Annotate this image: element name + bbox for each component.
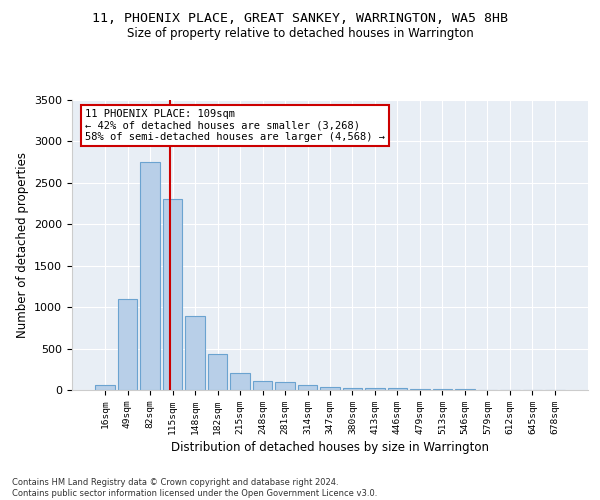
X-axis label: Distribution of detached houses by size in Warrington: Distribution of detached houses by size … [171, 441, 489, 454]
Bar [320, 387, 340, 390]
Bar [433, 389, 452, 390]
Bar [185, 316, 205, 390]
Bar [365, 388, 385, 390]
Bar [163, 200, 182, 390]
Bar [95, 386, 115, 390]
Bar [298, 385, 317, 390]
Bar [253, 382, 272, 390]
Text: 11 PHOENIX PLACE: 109sqm
← 42% of detached houses are smaller (3,268)
58% of sem: 11 PHOENIX PLACE: 109sqm ← 42% of detach… [85, 108, 385, 142]
Bar [343, 388, 362, 390]
Text: Size of property relative to detached houses in Warrington: Size of property relative to detached ho… [127, 28, 473, 40]
Bar [410, 388, 430, 390]
Bar [118, 299, 137, 390]
Bar [388, 388, 407, 390]
Bar [208, 354, 227, 390]
Bar [230, 372, 250, 390]
Bar [275, 382, 295, 390]
Bar [140, 162, 160, 390]
Text: 11, PHOENIX PLACE, GREAT SANKEY, WARRINGTON, WA5 8HB: 11, PHOENIX PLACE, GREAT SANKEY, WARRING… [92, 12, 508, 26]
Text: Contains HM Land Registry data © Crown copyright and database right 2024.
Contai: Contains HM Land Registry data © Crown c… [12, 478, 377, 498]
Y-axis label: Number of detached properties: Number of detached properties [16, 152, 29, 338]
